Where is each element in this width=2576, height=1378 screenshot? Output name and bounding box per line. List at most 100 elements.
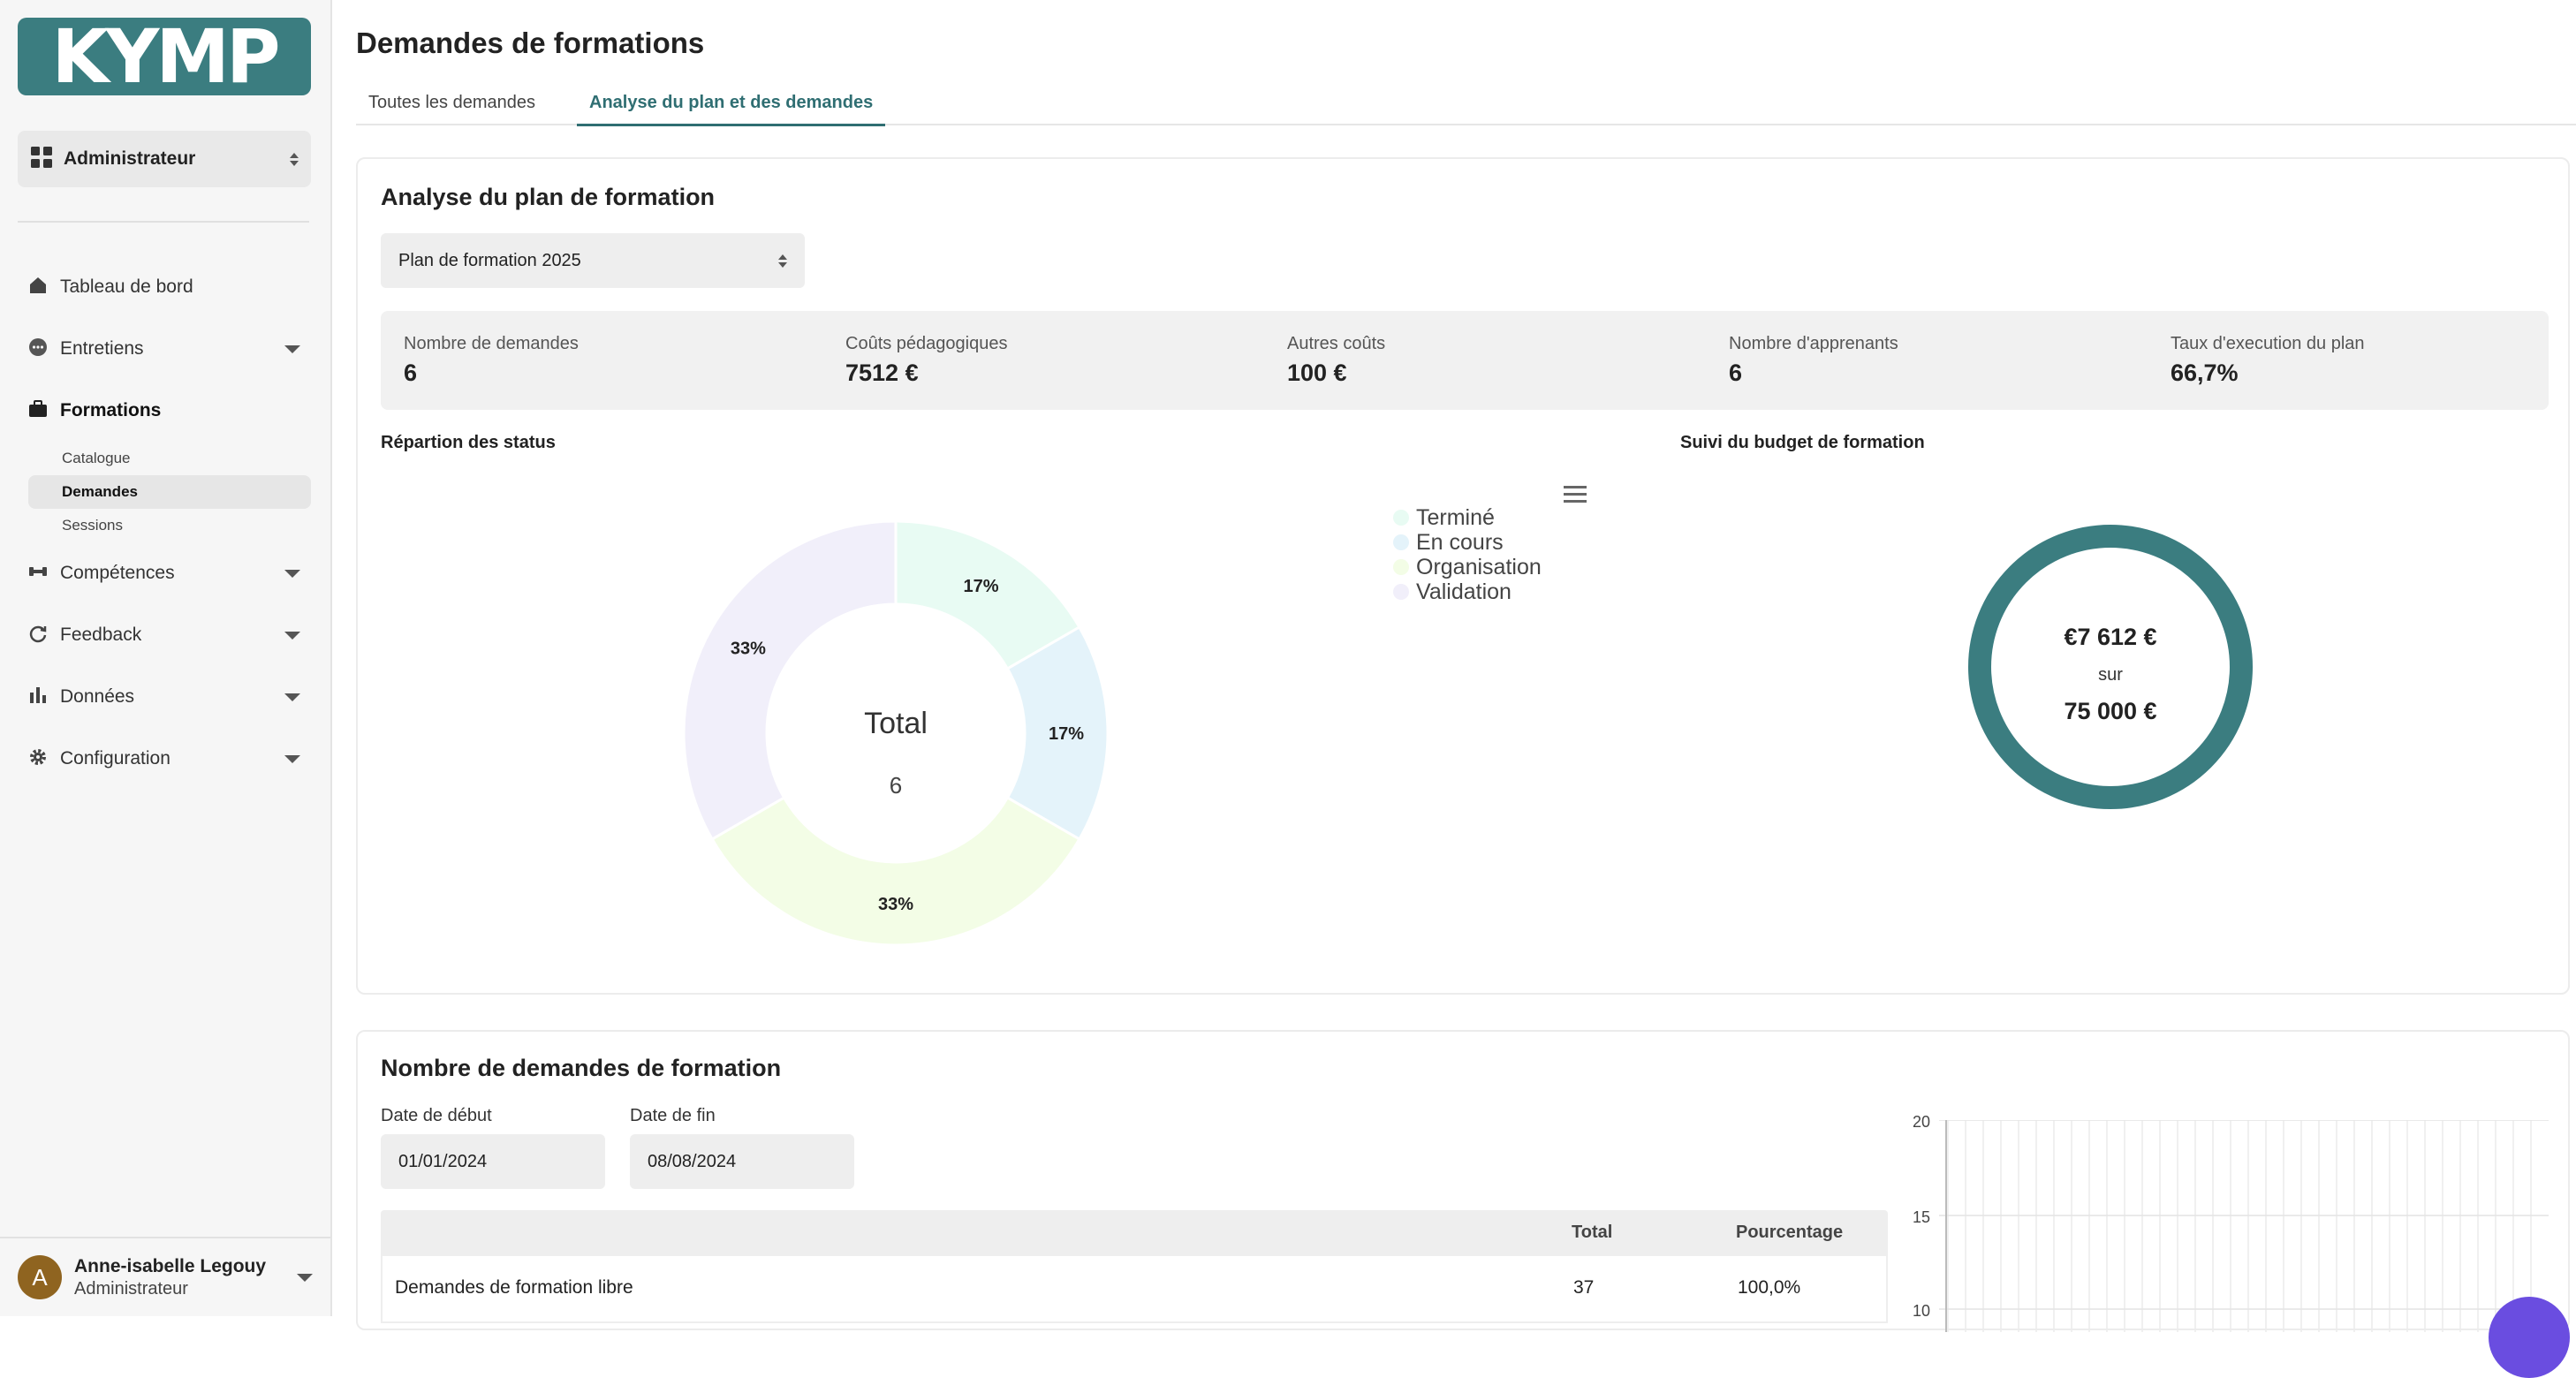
start-date-label: Date de début [381, 1106, 492, 1125]
stat-label: Taux d'execution du plan [2171, 334, 2365, 353]
chart-menu-icon[interactable] [1564, 486, 1587, 507]
plan-select[interactable]: Plan de formation 2025 [381, 233, 805, 288]
sidebar-item-label: Feedback [60, 625, 142, 645]
legend-label: Organisation [1416, 555, 1542, 579]
chevron-down-icon[interactable] [284, 631, 300, 640]
legend-item[interactable]: En cours [1393, 530, 1542, 555]
stat-taux-execution: Taux d'execution du plan 66,7% [2171, 334, 2365, 387]
donut-slice-organisation[interactable] [710, 795, 1081, 947]
role-select[interactable]: Administrateur [18, 131, 311, 187]
budget-sur: sur [2098, 665, 2123, 685]
plan-select-value: Plan de formation 2025 [398, 250, 581, 270]
legend-label: En cours [1416, 530, 1504, 555]
chevron-down-icon[interactable] [297, 1273, 313, 1282]
legend-label: Validation [1416, 579, 1512, 604]
donut-center-label: Total [864, 707, 928, 740]
sidebar-subitem-catalogue[interactable]: Catalogue [62, 450, 131, 466]
legend-swatch [1393, 510, 1409, 526]
budget-spent: €7 612 € [2064, 624, 2156, 650]
user-menu[interactable]: A Anne-isabelle Legouy Administrateur [0, 1237, 330, 1316]
start-date-input[interactable]: 01/01/2024 [381, 1134, 605, 1189]
row-pct: 100,0% [1738, 1277, 1801, 1298]
stat-value: 6 [404, 360, 418, 386]
legend-item[interactable]: Terminé [1393, 505, 1542, 530]
stat-value: 7512 € [845, 360, 919, 386]
donut-slice-validation[interactable] [682, 519, 898, 842]
sidebar-item-tableau-de-bord[interactable]: Tableau de bord [18, 256, 311, 318]
tab-bar: Toutes les demandes Analyse du plan et d… [356, 87, 2576, 126]
stat-nombre-apprenants: Nombre d'apprenants 6 [1729, 334, 1898, 387]
home-icon [28, 276, 48, 299]
sidebar-item-label: Formations [60, 400, 162, 420]
legend-swatch [1393, 559, 1409, 575]
user-name: Anne-isabelle Legouy [74, 1255, 267, 1276]
sidebar-subitem-demandes[interactable]: Demandes [28, 475, 311, 509]
grid-icon [30, 146, 53, 173]
stat-label: Coûts pédagogiques [845, 334, 1008, 353]
legend-item[interactable]: Organisation [1393, 555, 1542, 579]
sidebar-item-configuration[interactable]: Configuration [18, 728, 311, 790]
donut-center-value: 6 [890, 772, 902, 799]
stat-nombre-demandes: Nombre de demandes 6 [404, 334, 579, 387]
requests-card: Nombre de demandes de formation Date de … [356, 1030, 2570, 1378]
stat-autres-couts: Autres coûts 100 € [1287, 334, 1385, 387]
sidebar-item-label: Configuration [60, 748, 170, 768]
status-donut-chart: 17% 17% 33% 33% Total 6 [682, 519, 1110, 947]
avatar: A [18, 1255, 62, 1299]
analysis-card: Analyse du plan de formation Plan de for… [356, 157, 2570, 995]
chevron-down-icon[interactable] [284, 569, 300, 578]
budget-chart-title: Suivi du budget de formation [1680, 433, 1925, 452]
chat-bubble-button[interactable] [2489, 1297, 2570, 1378]
y-tick: 10 [1912, 1302, 1930, 1320]
legend-swatch [1393, 534, 1409, 550]
budget-ring: €7 612 € sur 75 000 € [1968, 525, 2253, 809]
budget-total: 75 000 € [2064, 698, 2156, 724]
select-arrows-icon [290, 152, 299, 166]
kymp-logo[interactable]: KYMP [18, 18, 311, 95]
legend-label: Terminé [1416, 505, 1495, 530]
stats-bar: Nombre de demandes 6 Coûts pédagogiques … [381, 311, 2549, 410]
gear-icon [28, 747, 48, 771]
legend-item[interactable]: Validation [1393, 579, 1542, 604]
end-date-input[interactable]: 08/08/2024 [630, 1134, 854, 1189]
donut-slice-label: 33% [731, 640, 766, 659]
donut-slice-label: 17% [963, 577, 998, 596]
sidebar-item-donnees[interactable]: Données [18, 666, 311, 728]
chevron-down-icon[interactable] [284, 754, 300, 763]
analysis-title: Analyse du plan de formation [381, 184, 716, 210]
end-date-label: Date de fin [630, 1106, 716, 1125]
sidebar-item-formations[interactable]: Formations [18, 380, 311, 442]
table-header: Total Pourcentage [381, 1210, 1888, 1256]
chart-legend: Terminé En cours Organisation Validation [1393, 505, 1542, 604]
user-role: Administrateur [74, 1278, 188, 1298]
table-row[interactable]: Demandes de formation libre 37 100,0% [381, 1256, 1888, 1323]
row-total: 37 [1573, 1277, 1595, 1298]
sidebar-item-label: Entretiens [60, 338, 144, 359]
requests-table: Total Pourcentage Demandes de formation … [381, 1210, 1888, 1323]
y-tick: 15 [1912, 1208, 1930, 1226]
select-arrows-icon [778, 254, 787, 268]
legend-swatch [1393, 584, 1409, 600]
sidebar-subitem-sessions[interactable]: Sessions [62, 517, 123, 534]
page-title: Demandes de formations [356, 26, 705, 59]
chevron-down-icon[interactable] [284, 344, 300, 353]
refresh-icon [28, 624, 48, 647]
tab-analyse[interactable]: Analyse du plan et des demandes [577, 92, 886, 126]
sidebar-item-entretiens[interactable]: Entretiens [18, 318, 311, 380]
chevron-down-icon[interactable] [284, 693, 300, 701]
stat-value: 66,7% [2171, 360, 2239, 386]
tab-toutes-les-demandes[interactable]: Toutes les demandes [368, 93, 536, 112]
sidebar: KYMP Administrateur Tableau de bord Entr… [0, 0, 332, 1316]
dumbbell-icon [28, 562, 48, 586]
chat-icon [28, 337, 48, 361]
sidebar-item-competences[interactable]: Compétences [18, 542, 311, 604]
sidebar-item-feedback[interactable]: Feedback [18, 604, 311, 666]
briefcase-icon [28, 399, 48, 423]
sidebar-item-label: Données [60, 686, 135, 707]
table-header-total: Total [1572, 1223, 1613, 1242]
role-label: Administrateur [64, 148, 196, 169]
donut-slice-label: 17% [1049, 724, 1084, 744]
sidebar-nav: Tableau de bord Entretiens Formations Ca… [18, 256, 311, 790]
stat-value: 100 € [1287, 360, 1347, 386]
donut-slice-label: 33% [878, 895, 913, 914]
